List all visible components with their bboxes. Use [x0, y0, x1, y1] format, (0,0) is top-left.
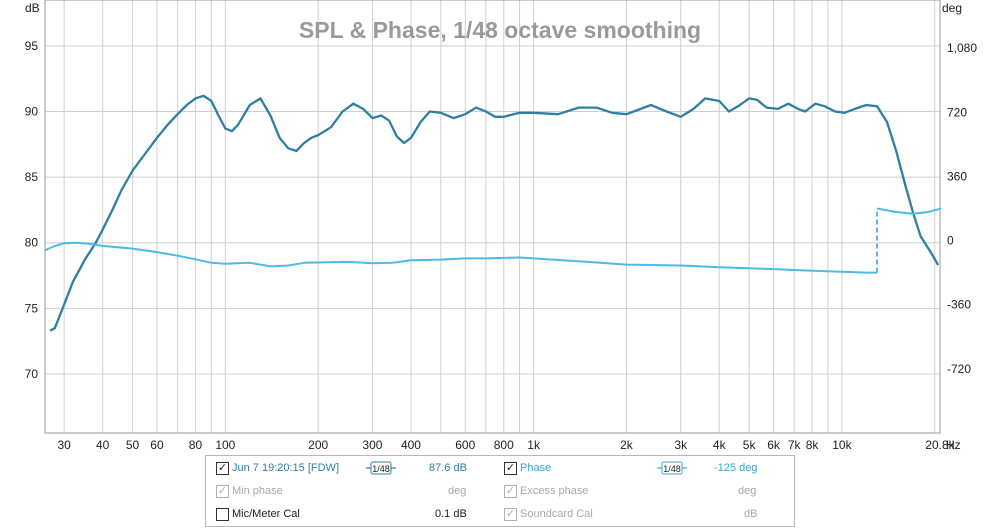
right-y-tick-label: -720 — [947, 362, 971, 376]
legend-panel: ✓ Jun 7 19:20:15 [FDW] 1/48 87.6 dB ✓ Ph… — [205, 455, 795, 527]
phase-line — [876, 207, 942, 215]
left-y-tick-label: 85 — [25, 170, 39, 184]
excess-phase-unit: deg — [738, 485, 757, 497]
left-y-tick-label: 75 — [25, 301, 39, 315]
right-axis-ticks: -720 -360 0 360 720 1,080 — [947, 41, 977, 376]
left-y-tick-label: 90 — [25, 105, 39, 119]
x-tick-label: 10k — [832, 438, 852, 452]
x-tick-label: 80 — [189, 438, 203, 452]
x-tick-label: 8k — [806, 438, 820, 452]
x-tick-label: 400 — [401, 438, 421, 452]
min-phase-unit: deg — [448, 485, 467, 497]
x-tick-label: 3k — [674, 438, 688, 452]
left-axis-ticks: 70 75 80 85 90 95 — [25, 39, 39, 381]
x-tick-label: 6k — [767, 438, 781, 452]
x-tick-label: 300 — [362, 438, 382, 452]
mic-meter-cal-value: 0.1 dB — [435, 508, 467, 520]
excess-phase-checkbox[interactable]: ✓ — [504, 485, 517, 498]
series-group — [44, 94, 942, 332]
min-phase-checkbox[interactable]: ✓ — [216, 485, 229, 498]
legend-row-calibration: Mic/Meter Cal 0.1 dB ✓ Soundcard Cal dB — [206, 505, 794, 525]
x-tick-label: 4k — [713, 438, 727, 452]
phase-smoothing-icon[interactable]: 1/48 — [657, 461, 687, 475]
excess-phase-label: Excess phase — [520, 485, 589, 497]
left-y-tick-label: 70 — [25, 367, 39, 381]
phase-smoothing-label: 1/48 — [663, 464, 681, 474]
x-tick-label: 60 — [150, 438, 164, 452]
right-y-tick-label: -360 — [947, 298, 971, 312]
x-tick-label: 20.8k — [925, 438, 955, 452]
x-tick-label: 600 — [455, 438, 475, 452]
plot-frame — [44, 0, 941, 434]
phase-label[interactable]: Phase — [520, 462, 552, 474]
left-y-tick-label: 80 — [25, 236, 39, 250]
soundcard-cal-label: Soundcard Cal — [520, 508, 593, 520]
right-y-tick-label: 720 — [947, 105, 967, 119]
left-y-tick-label: 95 — [25, 39, 39, 53]
spl-phase-chart: 30 40 50 60 80 100 200 300 400 600 800 1k 2k 3k 4k 5k 6k… — [25, 0, 977, 452]
x-tick-label: 200 — [308, 438, 328, 452]
spl-value: 87.6 dB — [429, 462, 467, 474]
legend-row-measurement: ✓ Jun 7 19:20:15 [FDW] 1/48 87.6 dB ✓ Ph… — [206, 459, 794, 479]
mic-meter-cal-checkbox[interactable] — [216, 508, 229, 521]
spl-smoothing-label: 1/48 — [372, 464, 390, 474]
right-y-tick-label: 1,080 — [947, 41, 977, 55]
mic-meter-cal-label: Mic/Meter Cal — [232, 508, 300, 520]
spl-smoothing-icon[interactable]: 1/48 — [366, 461, 396, 475]
measurement-name[interactable]: Jun 7 19:20:15 [FDW] — [232, 462, 339, 474]
x-tick-label: 100 — [215, 438, 235, 452]
legend-row-min-phase: ✓ Min phase deg ✓ Excess phase deg — [206, 482, 794, 502]
phase-checkbox[interactable]: ✓ — [504, 462, 517, 475]
x-tick-label: 1k — [527, 438, 541, 452]
x-tick-label: 40 — [96, 438, 110, 452]
plot-border — [44, 0, 941, 434]
grid — [45, 0, 940, 433]
x-tick-label: 30 — [57, 438, 71, 452]
x-axis-ticks: 30 40 50 60 80 100 200 300 400 600 800 1k 2k 3k 4k 5k 6k… — [57, 438, 955, 452]
x-tick-label: 800 — [494, 438, 514, 452]
left-axis-unit: dB — [25, 1, 40, 15]
spl-line — [49, 94, 940, 332]
x-tick-label: 5k — [743, 438, 757, 452]
soundcard-cal-unit: dB — [744, 508, 758, 520]
x-tick-label: 7k — [788, 438, 802, 452]
measurement-checkbox[interactable]: ✓ — [216, 462, 229, 475]
phase-value: -125 deg — [714, 462, 758, 474]
chart-title: SPL & Phase, 1/48 octave smoothing — [299, 17, 701, 43]
phase-line — [44, 241, 878, 274]
x-tick-label: 2k — [620, 438, 634, 452]
x-axis-unit: Hz — [946, 438, 961, 452]
x-tick-label: 50 — [126, 438, 140, 452]
min-phase-label: Min phase — [232, 485, 283, 497]
right-y-tick-label: 0 — [947, 234, 954, 248]
soundcard-cal-checkbox[interactable]: ✓ — [504, 508, 517, 521]
right-axis-unit: deg — [942, 1, 962, 15]
right-y-tick-label: 360 — [947, 169, 967, 183]
